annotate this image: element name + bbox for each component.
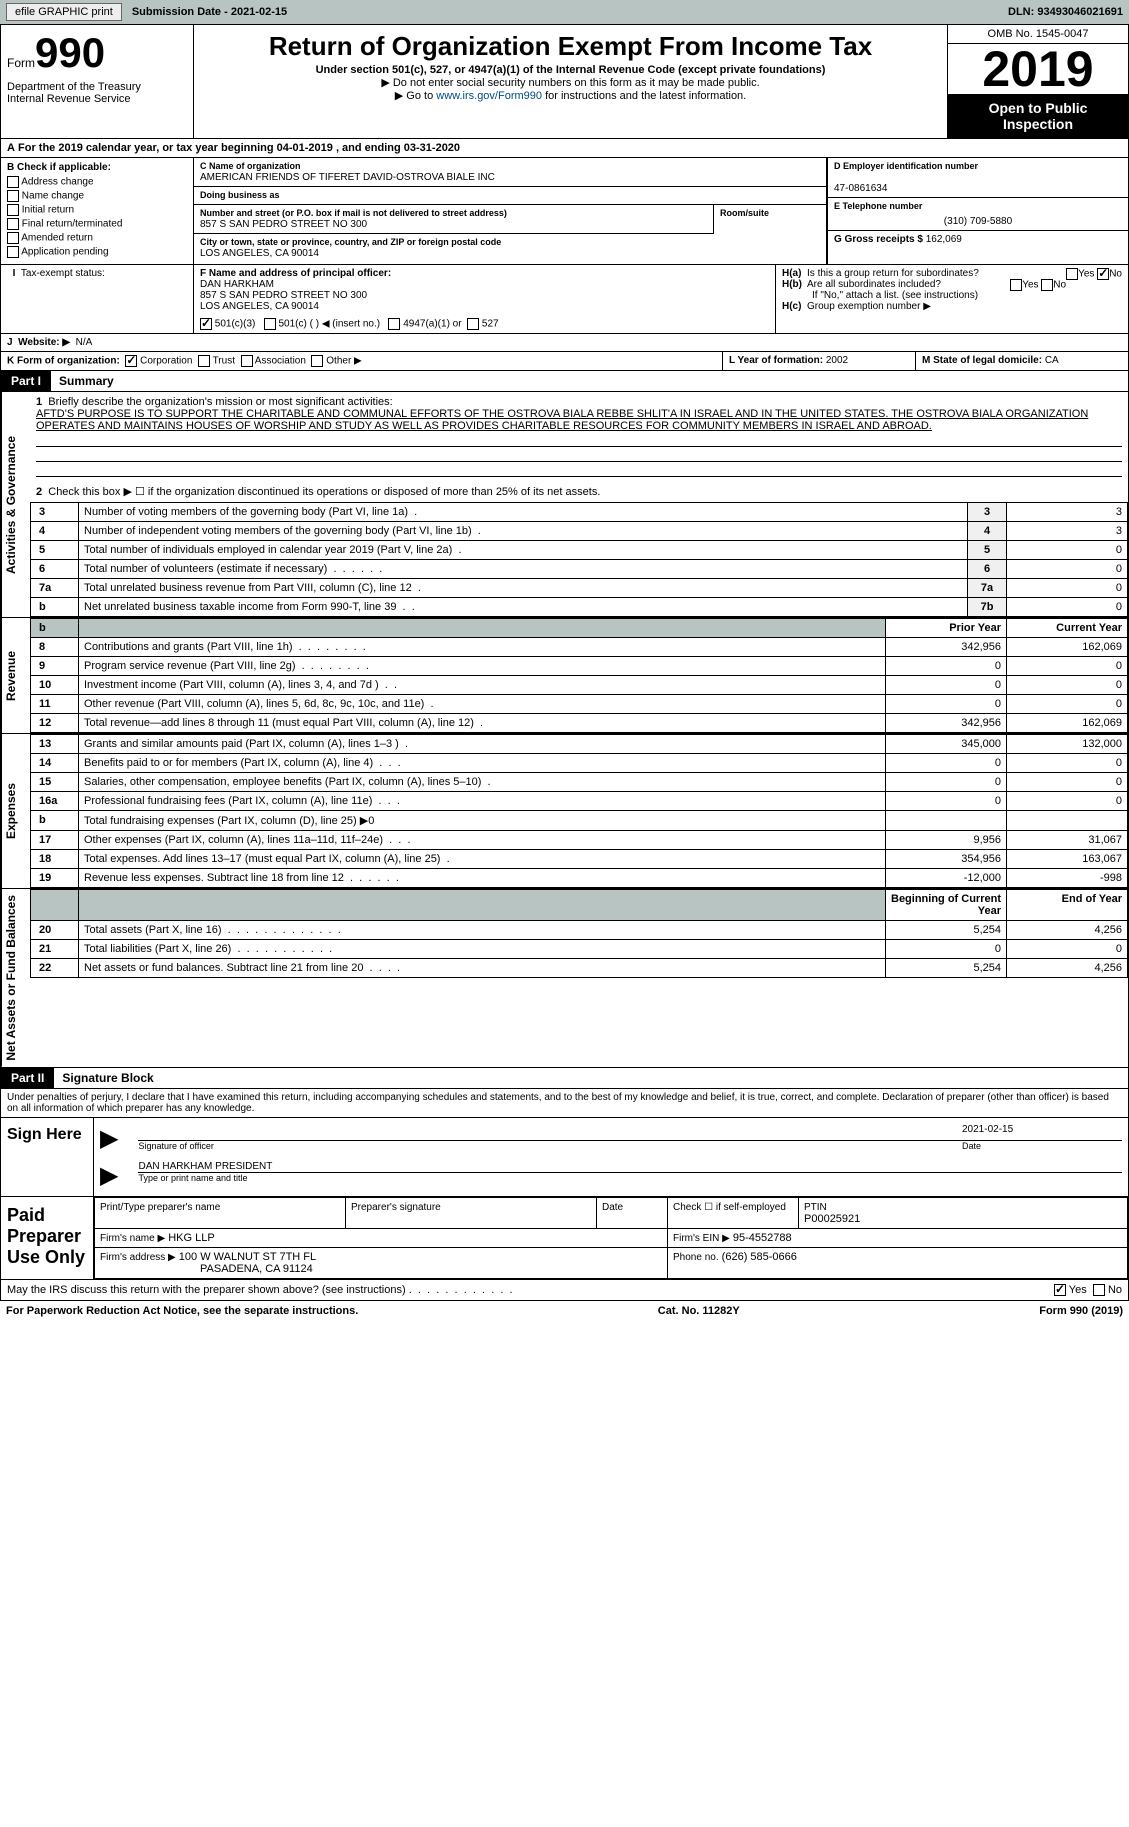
paperwork-notice: For Paperwork Reduction Act Notice, see … <box>6 1305 358 1317</box>
officer-addr: 857 S SAN PEDRO STREET NO 300 LOS ANGELE… <box>200 290 367 312</box>
arrow-icon: ▶ <box>100 1161 118 1190</box>
year-formation: 2002 <box>826 355 848 366</box>
form-title: Return of Organization Exempt From Incom… <box>200 31 941 62</box>
section-expenses: Expenses <box>1 734 30 888</box>
cat-number: Cat. No. 11282Y <box>658 1305 740 1317</box>
instruction-1: ▶ Do not enter social security numbers o… <box>200 76 941 89</box>
sign-here-label: Sign Here <box>1 1118 94 1196</box>
firm-address: 100 W WALNUT ST 7TH FL <box>179 1251 316 1263</box>
section-governance: Activities & Governance <box>1 392 30 617</box>
header: Form990 Department of the Treasury Inter… <box>0 24 1129 139</box>
irs-link[interactable]: www.irs.gov/Form990 <box>436 90 542 102</box>
mission-text: AFTD'S PURPOSE IS TO SUPPORT THE CHARITA… <box>36 408 1088 432</box>
section-net-assets: Net Assets or Fund Balances <box>1 889 30 1067</box>
form-number: 990 <box>35 29 105 76</box>
form-subtitle: Under section 501(c), 527, or 4947(a)(1)… <box>200 64 941 76</box>
sign-date: 2021-02-15 <box>958 1124 1122 1141</box>
state-domicile: CA <box>1045 355 1059 366</box>
firm-ein: 95-4552788 <box>733 1232 792 1244</box>
paid-preparer-label: Paid Preparer Use Only <box>1 1197 94 1279</box>
ein: 47-0861634 <box>834 183 887 194</box>
org-address: 857 S SAN PEDRO STREET NO 300 <box>200 219 367 230</box>
officer-print-name: DAN HARKHAM PRESIDENT <box>138 1161 1122 1173</box>
open-to-public: Open to Public Inspection <box>948 94 1128 138</box>
website: N/A <box>76 337 93 348</box>
section-revenue: Revenue <box>1 618 30 733</box>
org-city: LOS ANGELES, CA 90014 <box>200 248 319 259</box>
part-2-sub: Signature Block <box>54 1068 161 1088</box>
tax-year: 2019 <box>948 44 1128 94</box>
submission-date: Submission Date - 2021-02-15 <box>132 6 287 18</box>
org-name: AMERICAN FRIENDS OF TIFERET DAVID-OSTROV… <box>200 172 495 183</box>
ptin: P00025921 <box>804 1213 860 1225</box>
officer-name: DAN HARKHAM <box>200 279 274 290</box>
department: Department of the Treasury Internal Reve… <box>7 81 187 105</box>
arrow-icon: ▶ <box>100 1124 118 1153</box>
gross-receipts: 162,069 <box>926 234 962 245</box>
form-label: Form <box>7 56 35 70</box>
form-footer: Form 990 (2019) <box>1039 1305 1123 1317</box>
part-2-title: Part II <box>1 1068 54 1088</box>
part-1-sub: Summary <box>51 371 122 391</box>
discuss-question: May the IRS discuss this return with the… <box>7 1284 406 1296</box>
part-1-title: Part I <box>1 371 51 391</box>
telephone: (310) 709-5880 <box>834 212 1122 227</box>
box-b: B Check if applicable: Address change Na… <box>1 158 194 264</box>
firm-name: HKG LLP <box>168 1232 214 1244</box>
dln: DLN: 93493046021691 <box>1008 6 1123 18</box>
perjury-declaration: Under penalties of perjury, I declare th… <box>0 1089 1129 1118</box>
efile-print-button[interactable]: efile GRAPHIC print <box>6 3 122 21</box>
firm-phone: (626) 585-0666 <box>722 1251 797 1263</box>
row-i-left: I Tax-exempt status: <box>1 265 194 333</box>
top-toolbar: efile GRAPHIC print Submission Date - 20… <box>0 0 1129 24</box>
row-a-tax-year: A For the 2019 calendar year, or tax yea… <box>0 139 1129 158</box>
